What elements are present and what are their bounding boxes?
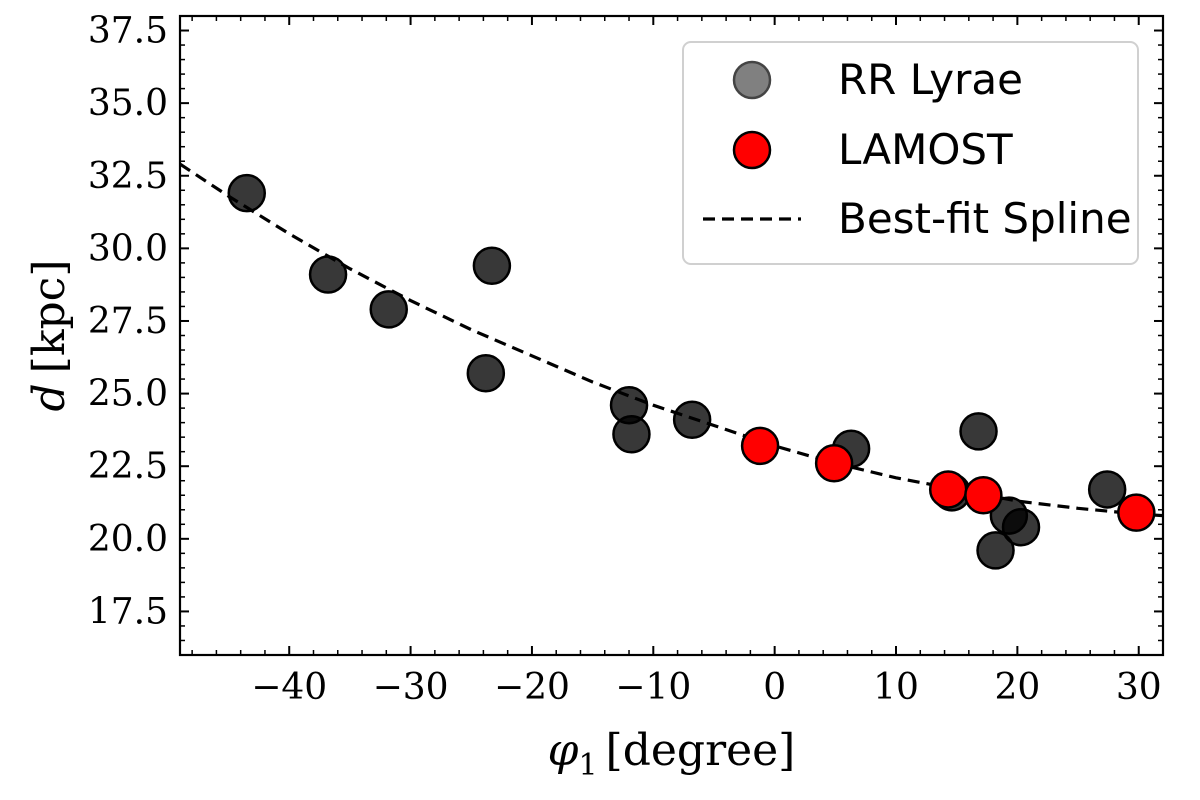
y-tick-label: 30.0 (88, 228, 168, 269)
legend: RR Lyrae LAMOST Best-fit Spline (682, 41, 1139, 265)
rr-lyrae-point-6 (612, 415, 651, 454)
x-axis-title: φ1 [degree] (548, 725, 796, 783)
x-tick-label: −10 (615, 667, 691, 708)
lamost-point-4 (1117, 493, 1156, 532)
y-axis-symbol: d (24, 383, 75, 411)
legend-marker-rr-lyrae (732, 60, 772, 100)
y-tick-label: 25.0 (88, 374, 168, 415)
rr-lyrae-point-7 (672, 400, 712, 439)
y-axis-unit: [kpc] (24, 260, 75, 374)
rr-lyrae-point-0 (227, 173, 266, 213)
legend-marker-lamost (732, 130, 772, 170)
rr-lyrae-point-14 (1087, 470, 1127, 509)
x-tick-label: −20 (494, 667, 570, 708)
best-fit-spline-line (179, 162, 1164, 518)
rr-lyrae-point-11 (976, 531, 1015, 570)
x-tick-label: −40 (251, 667, 327, 708)
legend-label-rr-lyrae: RR Lyrae (838, 55, 1023, 104)
x-tick-label: 10 (873, 667, 919, 708)
spline-layer (179, 162, 1164, 518)
rr-lyrae-point-1 (308, 255, 348, 294)
x-axis-subscript: 1 (578, 748, 597, 783)
y-tick-label: 22.5 (88, 446, 168, 487)
x-tick-label: 30 (1116, 667, 1162, 708)
y-tick-label: 37.5 (88, 11, 168, 52)
legend-label-lamost: LAMOST (838, 125, 1013, 174)
plot-frame (178, 14, 1165, 657)
x-axis-unit: [degree] (606, 725, 796, 776)
legend-label-spline: Best-fit Spline (838, 194, 1132, 243)
legend-box (682, 41, 1139, 265)
points-layer (227, 173, 1156, 570)
x-tick-label: 20 (994, 667, 1040, 708)
y-tick-label: 27.5 (88, 301, 168, 342)
y-axis-title: d [kpc] (24, 260, 75, 412)
lamost-point-3 (964, 476, 1003, 515)
rr-lyrae-point-10 (959, 412, 998, 451)
rr-lyrae-point-13 (1001, 507, 1041, 547)
tick-labels-layer: −40 −30 −20 −10 0 10 20 30 17.5 20.0 22.5 25.0 27.5 3… (88, 11, 1162, 708)
rr-lyrae-point-2 (369, 290, 408, 329)
x-tick-label: 0 (763, 667, 786, 708)
lamost-point-1 (814, 444, 854, 483)
x-tick-label: −30 (373, 667, 449, 708)
y-tick-label: 20.0 (88, 519, 168, 560)
rr-lyrae-point-4 (466, 354, 506, 393)
lamost-point-2 (928, 470, 968, 509)
x-axis-symbol: φ (548, 725, 579, 776)
y-tick-label: 35.0 (88, 83, 168, 124)
lamost-point-0 (740, 426, 780, 466)
y-tick-label: 32.5 (88, 156, 168, 197)
y-tick-label: 17.5 (88, 591, 168, 632)
rr-lyrae-point-3 (472, 246, 512, 286)
